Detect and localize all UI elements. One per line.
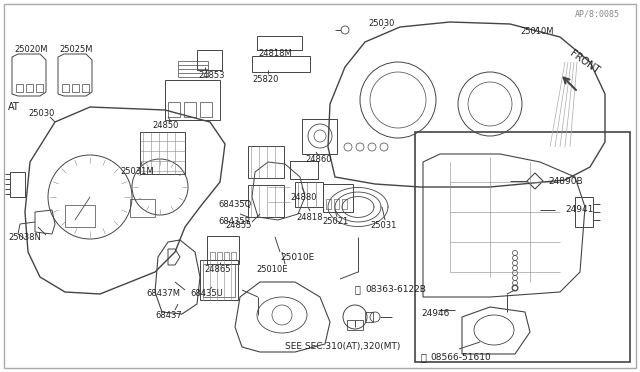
Bar [72,84,79,92]
Text: 68435R: 68435R [218,218,250,227]
Bar [365,312,373,322]
Text: 25010M: 25010M [520,28,554,36]
Bar [248,185,284,217]
Text: 25030: 25030 [28,109,54,119]
Text: 25030: 25030 [368,19,394,29]
Bar [203,264,235,297]
Bar [26,84,33,92]
Text: Ⓢ: Ⓢ [355,284,361,294]
Bar [62,84,69,92]
Bar [200,260,238,300]
Text: 25031: 25031 [370,221,396,230]
Bar [257,36,302,50]
Text: AP/8:0085: AP/8:0085 [575,10,620,19]
Bar [200,102,212,117]
Bar [295,182,323,207]
Bar [334,199,339,209]
Text: 25820: 25820 [252,74,278,83]
Bar [217,252,222,260]
Bar [347,320,363,330]
Text: 24865: 24865 [204,264,230,273]
Text: Ⓢ: Ⓢ [421,352,427,362]
Bar [16,84,23,92]
Text: 25031M: 25031M [120,167,154,176]
Bar [302,119,337,154]
Text: 25021: 25021 [322,218,348,227]
Bar [252,56,310,72]
Text: 24818M: 24818M [258,49,292,58]
Text: 25020M: 25020M [14,45,47,54]
Bar [224,252,229,260]
Text: 24855: 24855 [225,221,252,231]
Text: 25025M: 25025M [59,45,93,54]
Text: 24880: 24880 [290,192,317,202]
Text: 68437M: 68437M [146,289,180,298]
Text: AT: AT [8,102,20,112]
Bar [65,205,95,227]
Bar [140,132,185,174]
Bar [575,197,593,227]
Bar [323,184,353,212]
Text: SEE SEC.310(AT),320(MT): SEE SEC.310(AT),320(MT) [285,343,401,352]
Text: 08566-51610: 08566-51610 [430,353,491,362]
Text: 68435U: 68435U [190,289,223,298]
Text: 24818: 24818 [296,212,323,221]
Text: 24853: 24853 [198,71,225,80]
Bar [210,252,215,260]
Text: 24890B: 24890B [548,177,582,186]
Bar [165,80,220,120]
Bar [36,84,43,92]
Text: 68437: 68437 [155,311,182,320]
Text: 68435Q: 68435Q [218,201,252,209]
Bar [248,146,284,178]
Bar [197,50,222,70]
Text: 25038N: 25038N [8,234,41,243]
Bar [231,252,236,260]
Bar [290,161,318,179]
Text: 25010E: 25010E [280,253,314,262]
Text: 24850: 24850 [152,121,179,129]
Bar [207,236,239,264]
Bar [168,102,180,117]
Bar [130,199,155,217]
Text: 25010E: 25010E [256,264,287,273]
Bar [342,199,347,209]
Text: 24860: 24860 [305,155,332,164]
Bar [184,102,196,117]
Text: FRONT: FRONT [568,48,601,76]
Bar [326,199,331,209]
Bar [82,84,89,92]
Text: 08363-6122B: 08363-6122B [365,285,426,294]
Text: 24946: 24946 [421,310,449,318]
Text: 24941: 24941 [565,205,593,215]
Bar [415,132,630,362]
